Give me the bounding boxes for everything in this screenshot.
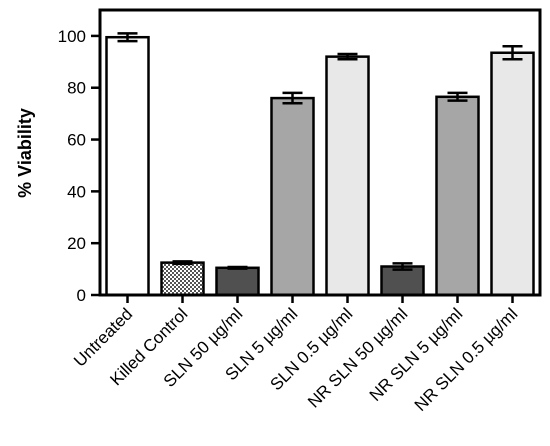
y-tick-label: 80 [67,79,86,98]
y-tick-label: 0 [77,286,86,305]
y-tick-label: 40 [67,182,86,201]
bar [435,95,480,297]
y-axis-title: % Viability [15,108,35,198]
bar [325,55,370,297]
bar [160,261,205,297]
y-tick-label: 20 [67,234,86,253]
y-tick-label: 60 [67,131,86,150]
bar [490,51,535,297]
x-category-label: NR SLN 50 µg/ml [304,304,411,411]
bar [215,266,260,297]
bar [270,96,315,297]
x-category-label: NR SLN 0.5 µg/ml [411,304,522,415]
x-category-label: NR SLN 5 µg/ml [366,304,467,405]
bar [105,35,150,297]
y-tick-label: 100 [58,27,86,46]
plot-frame [98,8,542,297]
